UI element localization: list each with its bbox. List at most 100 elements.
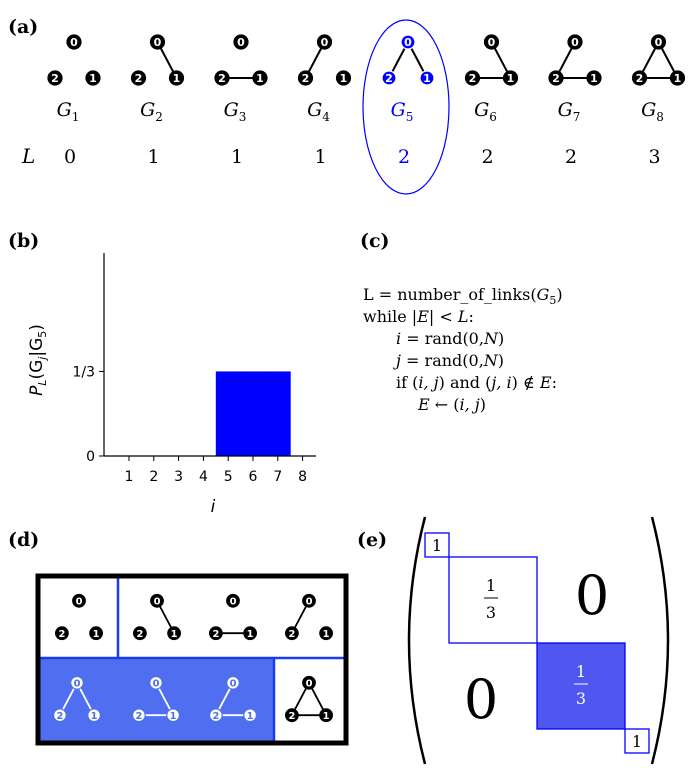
graph-G4: 0 1 2 <box>297 34 352 86</box>
partition-graphs: 0 1 2 0 1 2 0 1 2 0 1 2 0 1 2 0 1 2 0 1 2 0 1 2 <box>53 593 334 723</box>
graph-node <box>55 626 69 641</box>
panel-a-graphs: 0 1 2 G1 0 0 1 2 G2 1 0 1 2 G3 1 0 1 2 G4 1 0 1 2 G5 2 0 1 2 G6 2 0 1 2 G… <box>47 34 686 168</box>
matrix-entry-third-den: 3 <box>486 603 496 622</box>
partition-graph-G8: 0 1 2 <box>285 675 334 723</box>
graph-node <box>226 593 240 608</box>
graph-node-label: 1 <box>93 629 100 640</box>
graph-node <box>319 708 334 723</box>
graph-node <box>502 70 519 86</box>
matrix-entry-zero-bottom: 0 <box>464 668 498 731</box>
graph-node <box>316 34 333 50</box>
matrix-entry-third2-den: 3 <box>576 689 586 708</box>
graph-name-label: G8 <box>641 99 664 124</box>
panel-d-label: (d) <box>8 529 39 551</box>
graph-node-label: 0 <box>306 597 313 608</box>
graph-node <box>381 70 397 86</box>
x-tick-label: 5 <box>224 469 233 485</box>
graph-node-label: 2 <box>56 711 63 722</box>
matrix-block-1 <box>424 532 450 558</box>
graph-node <box>166 708 181 723</box>
graph-node <box>567 34 583 50</box>
partition-graph-G6: 0 1 2 <box>131 675 181 723</box>
graph-node-label: 0 <box>230 597 237 608</box>
graph-node-label: 1 <box>507 72 515 85</box>
x-axis-label: i <box>211 497 216 517</box>
graph-node <box>89 626 103 641</box>
matrix-entry-third2-num: 1 <box>576 662 586 681</box>
graph-node-label: 1 <box>170 711 177 722</box>
graph-node <box>233 34 249 50</box>
graph-node-label: 2 <box>212 711 219 722</box>
graph-node-label: 1 <box>590 72 598 85</box>
graph-node-label: 0 <box>76 597 83 608</box>
matrix-entry-one-bottom: 1 <box>632 732 642 751</box>
graph-node <box>214 70 230 86</box>
graph-node-label: 0 <box>230 679 237 690</box>
graph-node-label: 0 <box>571 36 579 49</box>
panel-a-label: (a) <box>8 16 38 38</box>
links-count: 1 <box>231 146 243 168</box>
graph-node-label: 1 <box>674 72 682 85</box>
partition-block-G5-G7 <box>40 658 274 741</box>
graph-node <box>669 70 686 86</box>
links-count: 3 <box>648 146 660 168</box>
graph-name-label: G4 <box>307 99 330 124</box>
matrix-left-paren <box>407 516 427 765</box>
graph-node <box>226 675 240 690</box>
panel-b-chart: 1 2 3 4 5 6 7 8 0 1/3 <box>72 253 316 485</box>
graph-node <box>335 70 352 86</box>
graph-node-label: 0 <box>74 679 81 690</box>
y-axis-label: PL(Gj|G5) <box>27 324 49 396</box>
graph-name-label: G6 <box>474 99 497 124</box>
links-count: 1 <box>314 146 326 168</box>
graph-G8: 0 1 2 <box>631 34 686 86</box>
graph-node <box>483 34 500 50</box>
algo-line-6: E ← (i, j) <box>417 395 486 414</box>
graph-node-label: 0 <box>154 597 161 608</box>
graph-node-label: 1 <box>323 711 330 722</box>
graph-node <box>168 70 185 86</box>
graph-node-label: 1 <box>171 629 178 640</box>
graph-node-label: 2 <box>636 72 644 85</box>
highlight-ellipse <box>362 19 450 195</box>
graph-name-label: G3 <box>224 99 247 124</box>
graph-node-label: 0 <box>70 36 78 49</box>
graph-name-label: G1 <box>57 99 80 124</box>
graph-node <box>150 593 164 608</box>
graph-node-label: 0 <box>237 36 245 49</box>
graph-G7: 0 1 2 <box>548 34 602 86</box>
graph-node <box>72 593 86 608</box>
graph-node <box>70 675 84 690</box>
graph-node <box>285 708 299 723</box>
panel-c-label: (c) <box>360 230 390 252</box>
links-count: 2 <box>481 146 493 168</box>
links-count: 2 <box>565 146 577 168</box>
graph-node <box>400 34 416 50</box>
partition-graph-G4: 0 1 2 <box>285 593 334 641</box>
graph-node-label: 0 <box>153 679 160 690</box>
graph-node-label: 0 <box>154 36 162 49</box>
graph-G5: 0 1 2 <box>381 34 435 86</box>
graph-node <box>130 70 147 86</box>
graph-node <box>149 34 166 50</box>
links-count: 1 <box>147 146 159 168</box>
graph-node <box>464 70 481 86</box>
partition-graph-G3: 0 1 2 <box>208 593 258 641</box>
graph-node-label: 2 <box>58 629 65 640</box>
algo-line-2: while |E| < L: <box>363 307 474 326</box>
x-tick-label: 1 <box>125 469 134 485</box>
partition-graph-G5: 0 1 2 <box>53 675 101 723</box>
graph-name-label: G7 <box>558 99 581 124</box>
graph-node <box>650 34 667 50</box>
matrix: 1 1 3 0 0 1 3 1 <box>407 516 670 765</box>
partition-frame <box>35 573 349 746</box>
graph-node <box>302 675 316 690</box>
graph-node <box>66 34 82 50</box>
graph-node <box>243 708 258 723</box>
graph-node-label: 2 <box>288 629 295 640</box>
graph-node-label: 1 <box>340 72 348 85</box>
graph-node <box>419 70 435 86</box>
graph-node-label: 2 <box>469 72 477 85</box>
x-tick-label: 7 <box>273 469 282 485</box>
matrix-block-4 <box>624 728 650 754</box>
